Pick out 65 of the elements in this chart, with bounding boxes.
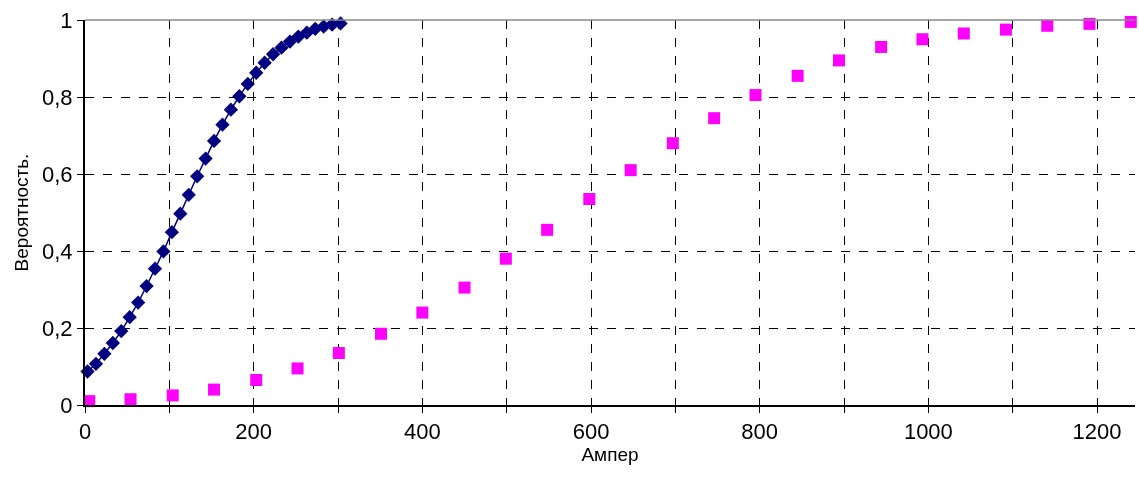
point	[249, 65, 264, 80]
point	[190, 169, 205, 184]
point	[265, 47, 281, 62]
point	[583, 193, 596, 206]
point	[458, 281, 471, 294]
point	[130, 295, 146, 310]
x-tick-label: 1000	[903, 419, 953, 445]
point	[624, 164, 637, 177]
point	[499, 252, 512, 265]
point	[114, 323, 129, 339]
y-axis-title: Вероятность.	[11, 153, 33, 272]
point	[708, 112, 721, 125]
x-axis-title: Ампер	[581, 444, 639, 466]
point	[332, 347, 345, 360]
point	[999, 23, 1012, 36]
point	[208, 383, 221, 396]
point	[223, 102, 239, 117]
x-tick-label: 400	[403, 419, 441, 445]
point	[147, 261, 163, 276]
y-tick-label: 0,4	[42, 238, 73, 264]
point	[80, 364, 95, 379]
point	[181, 187, 196, 202]
point	[166, 389, 179, 402]
point	[240, 76, 255, 92]
point	[124, 393, 137, 406]
point	[232, 89, 247, 104]
point	[206, 133, 222, 149]
point	[122, 310, 137, 325]
y-tick-label: 0,8	[42, 84, 73, 110]
x-tick-label: 0	[78, 419, 92, 445]
x-tick-label: 200	[235, 419, 273, 445]
point	[88, 356, 104, 371]
x-tick-label: 600	[572, 419, 610, 445]
point	[875, 40, 888, 53]
y-tick-label: 0,2	[42, 315, 73, 341]
point	[139, 278, 154, 294]
point	[173, 206, 188, 221]
point	[666, 137, 679, 150]
y-tick-label: 1	[60, 7, 73, 33]
point	[215, 117, 230, 132]
point	[291, 362, 304, 375]
point	[282, 34, 298, 49]
point	[257, 55, 272, 70]
point	[957, 27, 970, 40]
point	[164, 224, 180, 240]
point	[375, 327, 388, 340]
point	[97, 346, 112, 361]
point	[198, 151, 213, 166]
point	[541, 223, 554, 236]
point	[250, 373, 263, 386]
x-tick-label: 1200	[1072, 419, 1122, 445]
x-tick-label: 800	[741, 419, 779, 445]
point	[916, 33, 929, 46]
point	[791, 69, 804, 82]
point	[416, 306, 429, 319]
point	[832, 54, 845, 67]
point	[749, 89, 762, 102]
point	[1041, 19, 1054, 32]
point	[274, 40, 289, 55]
y-tick-label: 0,6	[42, 161, 73, 187]
point	[105, 335, 120, 351]
point	[299, 25, 314, 40]
y-tick-label: 0	[60, 392, 73, 418]
point	[156, 244, 171, 259]
point	[333, 16, 348, 31]
